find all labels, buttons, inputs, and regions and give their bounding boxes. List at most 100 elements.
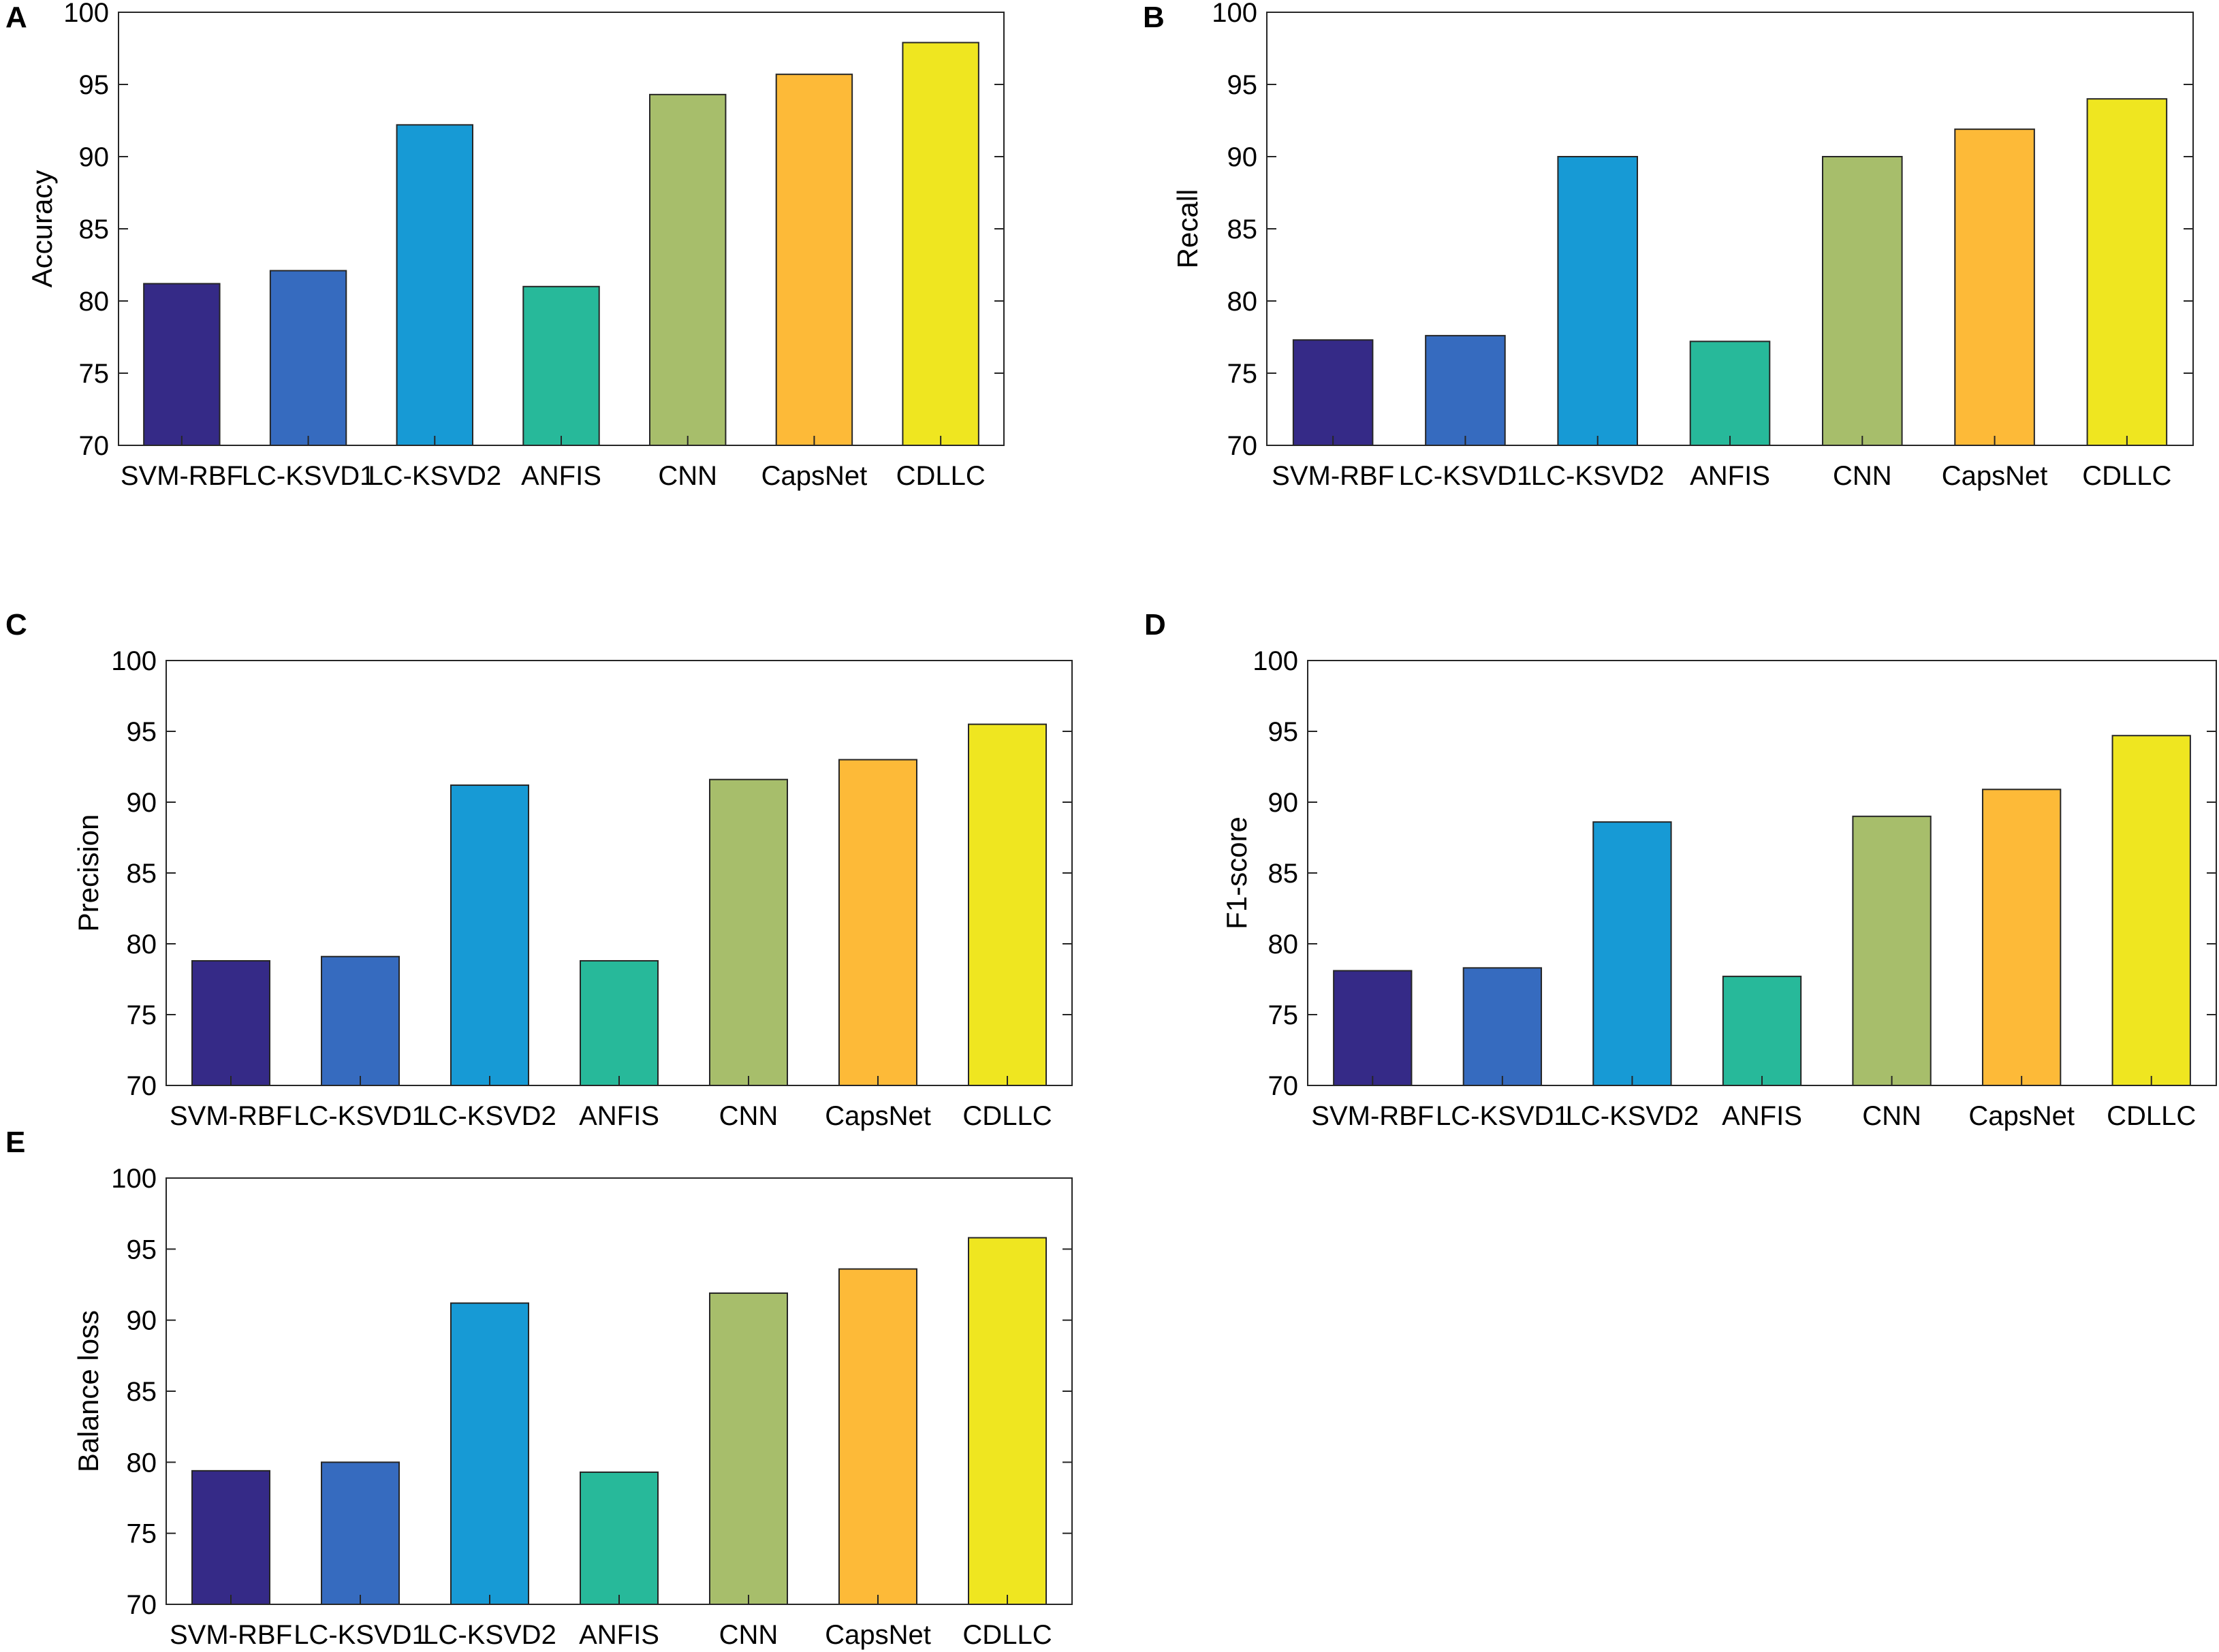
category-label: LC-KSVD1 — [294, 1620, 427, 1650]
bar-lc-ksvd2 — [396, 124, 473, 447]
category-label: CDLLC — [962, 1101, 1052, 1131]
category-label: ANFIS — [521, 461, 601, 491]
y-tick-label: 70 — [127, 1071, 157, 1101]
category-label: CNN — [1862, 1101, 1921, 1131]
bar-anfis — [580, 959, 659, 1086]
bar-anfis — [522, 285, 600, 446]
bar-svm-rbf — [191, 959, 270, 1086]
y-tick-label: 75 — [1227, 359, 1258, 389]
bar-cdllc — [2111, 735, 2191, 1086]
category-label: CapsNet — [1942, 461, 2048, 491]
bar-anfis — [580, 1471, 659, 1605]
category-label: CNN — [719, 1101, 778, 1131]
category-label: ANFIS — [1690, 461, 1770, 491]
bar-anfis — [1722, 975, 1802, 1086]
category-label: LC-KSVD2 — [423, 1101, 556, 1131]
category-label: CNN — [719, 1620, 778, 1650]
bar-svm-rbf — [143, 283, 221, 446]
panel-letter: E — [5, 1126, 25, 1159]
bar-cnn — [1822, 156, 1903, 446]
category-label: LC-KSVD2 — [1531, 461, 1665, 491]
category-label: LC-KSVD2 — [423, 1620, 556, 1650]
category-label: LC-KSVD1 — [242, 461, 375, 491]
y-tick-label: 90 — [127, 1306, 157, 1336]
y-axis-label: Accuracy — [26, 170, 58, 288]
bar-cnn — [709, 778, 788, 1086]
category-label: CNN — [1833, 461, 1892, 491]
y-tick-label: 85 — [1268, 859, 1299, 889]
bar-lc-ksvd2 — [450, 784, 529, 1087]
bar-anfis — [1689, 340, 1771, 446]
category-label: LC-KSVD1 — [294, 1101, 427, 1131]
y-tick-label: 95 — [1227, 70, 1258, 100]
y-tick-label: 75 — [1268, 1000, 1299, 1030]
y-tick-label: 100 — [111, 646, 157, 676]
y-tick-label: 85 — [79, 215, 110, 244]
category-label: CDLLC — [2107, 1101, 2196, 1131]
bar-svm-rbf — [191, 1470, 270, 1605]
bar-lc-ksvd2 — [450, 1302, 529, 1606]
category-label: ANFIS — [579, 1620, 659, 1650]
y-tick-label: 90 — [79, 142, 110, 172]
y-axis-label: Balance loss — [72, 1310, 104, 1472]
y-tick-label: 95 — [1268, 717, 1299, 747]
y-tick-label: 85 — [1227, 215, 1258, 244]
category-label: ANFIS — [1722, 1101, 1802, 1131]
bar-svm-rbf — [1333, 970, 1413, 1087]
category-label: LC-KSVD1 — [1436, 1101, 1569, 1131]
y-tick-label: 100 — [1212, 0, 1257, 28]
category-label: CapsNet — [1968, 1101, 2075, 1131]
y-tick-label: 85 — [127, 1377, 157, 1407]
y-tick-label: 75 — [79, 359, 110, 389]
y-tick-label: 70 — [127, 1590, 157, 1620]
bar-svm-rbf — [1292, 339, 1374, 446]
category-label: CDLLC — [2082, 461, 2171, 491]
y-tick-label: 85 — [127, 859, 157, 889]
y-tick-label: 95 — [127, 1235, 157, 1265]
panel-letter: A — [5, 1, 27, 34]
bar-lc-ksvd1 — [269, 270, 347, 446]
y-tick-label: 100 — [63, 0, 109, 28]
y-tick-label: 80 — [127, 1448, 157, 1478]
category-label: CapsNet — [761, 461, 868, 491]
bar-capsnet — [1981, 789, 2062, 1087]
panel-letter: B — [1143, 1, 1165, 34]
category-label: SVM-RBF — [1272, 461, 1394, 491]
y-axis-label: Precision — [72, 814, 104, 932]
y-tick-label: 80 — [79, 287, 110, 317]
y-axis-label: F1-score — [1221, 816, 1253, 930]
y-tick-label: 75 — [127, 1519, 157, 1549]
y-tick-label: 80 — [1227, 287, 1258, 317]
bar-lc-ksvd1 — [321, 955, 400, 1086]
y-tick-label: 80 — [127, 930, 157, 959]
bar-lc-ksvd2 — [1592, 821, 1672, 1086]
y-tick-label: 70 — [79, 431, 110, 461]
bar-cdllc — [2086, 98, 2168, 446]
category-label: CapsNet — [825, 1620, 931, 1650]
category-label: LC-KSVD1 — [1399, 461, 1532, 491]
bar-capsnet — [838, 759, 917, 1086]
bar-cnn — [649, 93, 727, 446]
y-tick-label: 100 — [111, 1164, 157, 1194]
panel-letter: C — [5, 608, 27, 641]
category-label: SVM-RBF — [1311, 1101, 1434, 1131]
category-label: CDLLC — [962, 1620, 1052, 1650]
y-tick-label: 90 — [1227, 142, 1258, 172]
category-label: SVM-RBF — [121, 461, 243, 491]
bar-cnn — [709, 1292, 788, 1606]
category-label: CNN — [658, 461, 717, 491]
bar-cnn — [1852, 815, 1932, 1087]
bar-cdllc — [968, 1237, 1047, 1605]
panel-letter: D — [1144, 608, 1166, 641]
category-label: SVM-RBF — [170, 1620, 292, 1650]
bar-capsnet — [838, 1268, 917, 1605]
y-tick-label: 100 — [1253, 646, 1298, 676]
category-label: CapsNet — [825, 1101, 931, 1131]
y-tick-label: 80 — [1268, 930, 1299, 959]
bar-cdllc — [968, 723, 1047, 1086]
bar-lc-ksvd1 — [321, 1461, 400, 1605]
